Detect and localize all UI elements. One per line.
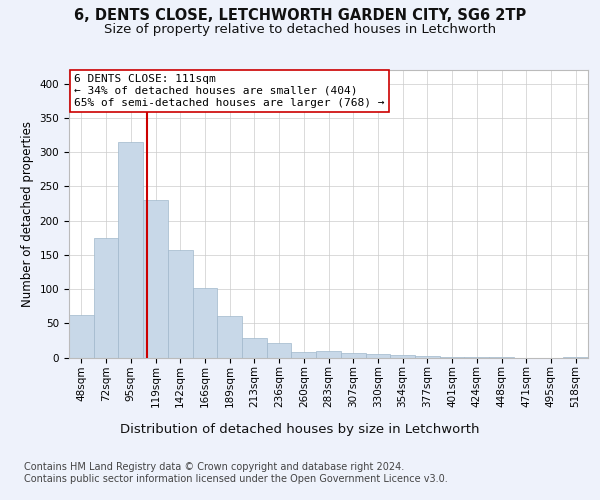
Bar xyxy=(217,316,242,358)
Text: 6 DENTS CLOSE: 111sqm
← 34% of detached houses are smaller (404)
65% of semi-det: 6 DENTS CLOSE: 111sqm ← 34% of detached … xyxy=(74,74,385,108)
Text: Size of property relative to detached houses in Letchworth: Size of property relative to detached ho… xyxy=(104,22,496,36)
Bar xyxy=(316,350,341,358)
Bar xyxy=(168,250,193,358)
Text: 6, DENTS CLOSE, LETCHWORTH GARDEN CITY, SG6 2TP: 6, DENTS CLOSE, LETCHWORTH GARDEN CITY, … xyxy=(74,8,526,22)
Y-axis label: Number of detached properties: Number of detached properties xyxy=(21,120,34,306)
Bar xyxy=(489,357,514,358)
Bar xyxy=(440,357,464,358)
Bar xyxy=(94,238,118,358)
Bar xyxy=(341,352,365,358)
Bar xyxy=(118,142,143,358)
Bar xyxy=(390,356,415,358)
Bar xyxy=(242,338,267,357)
Bar xyxy=(464,357,489,358)
Bar xyxy=(69,315,94,358)
Text: Contains HM Land Registry data © Crown copyright and database right 2024.
Contai: Contains HM Land Registry data © Crown c… xyxy=(24,462,448,484)
Bar xyxy=(267,343,292,357)
Bar xyxy=(563,357,588,358)
Bar xyxy=(292,352,316,358)
Text: Distribution of detached houses by size in Letchworth: Distribution of detached houses by size … xyxy=(120,422,480,436)
Bar xyxy=(365,354,390,358)
Bar xyxy=(415,356,440,358)
Bar xyxy=(143,200,168,358)
Bar xyxy=(193,288,217,358)
